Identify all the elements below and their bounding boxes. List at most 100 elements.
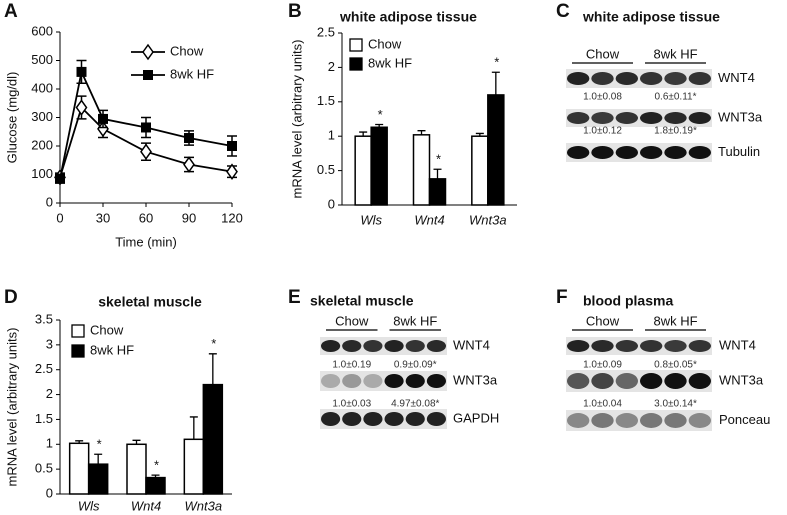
blot-band <box>640 373 663 389</box>
blot-band <box>363 374 383 388</box>
blot-band <box>567 72 590 85</box>
marker <box>142 43 154 61</box>
marker <box>143 70 153 80</box>
legend-label: Chow <box>90 322 124 337</box>
legend-label: 8wk HF <box>90 342 134 357</box>
marker <box>183 156 195 173</box>
panel-letter: B <box>288 1 302 22</box>
y-tick-label: 0 <box>328 196 335 211</box>
blot-band <box>426 374 446 388</box>
quantification: 4.97±0.08* <box>391 399 439 410</box>
blot-band <box>567 112 590 124</box>
quantification: 0.8±0.05* <box>654 360 697 371</box>
y-tick-label: 600 <box>31 23 53 38</box>
x-tick-label: 30 <box>96 210 110 225</box>
error-bar <box>94 453 103 465</box>
blot-band <box>615 340 638 352</box>
y-tick-label: 500 <box>31 52 53 67</box>
blot-band <box>591 112 614 124</box>
y-tick-label: 3 <box>46 336 53 351</box>
y-axis-label: mRNA level (arbitrary units) <box>289 40 304 199</box>
panel-title: blood plasma <box>583 293 673 309</box>
blot-band <box>426 412 446 426</box>
y-tick-label: 100 <box>31 166 53 181</box>
quantification: 1.0±0.12 <box>583 126 622 137</box>
y-tick-label: 0.5 <box>317 162 335 177</box>
group-label: Chow <box>335 313 369 328</box>
x-tick-label: Wls <box>78 498 100 513</box>
bar <box>370 126 388 206</box>
panel-letter: D <box>4 287 18 308</box>
blot-band <box>363 412 383 426</box>
row-label: WNT3a <box>453 372 498 387</box>
blot-band <box>405 340 425 352</box>
y-tick-label: 2.5 <box>317 24 335 39</box>
legend-swatch <box>71 324 85 338</box>
blot-band <box>640 72 663 85</box>
legend-label: Chow <box>368 36 402 51</box>
quantification: 1.8±0.19* <box>654 126 697 137</box>
legend-swatch <box>349 38 363 52</box>
blot-band <box>664 112 687 124</box>
significance-star: * <box>211 336 216 351</box>
bar <box>487 94 505 206</box>
blot-band <box>615 373 638 389</box>
blot-band <box>567 413 590 428</box>
blot-band <box>567 373 590 389</box>
blot-band <box>664 72 687 85</box>
blot-band <box>688 413 711 428</box>
y-tick-label: 0 <box>46 485 53 500</box>
group-label: 8wk HF <box>653 46 697 61</box>
blot-band <box>640 146 663 159</box>
row-label: Tubulin <box>718 144 760 159</box>
blot-band <box>384 340 404 352</box>
y-tick-label: 2 <box>46 386 53 401</box>
x-tick-label: 0 <box>56 210 63 225</box>
blot-band <box>426 340 446 352</box>
panel-letter: C <box>556 1 570 22</box>
blot-band <box>664 146 687 159</box>
panel-letter: E <box>288 287 301 308</box>
y-tick-label: 0.5 <box>35 461 53 476</box>
blot-band <box>321 374 341 388</box>
y-tick-label: 300 <box>31 109 53 124</box>
quantification: 0.6±0.11* <box>654 92 696 103</box>
marker <box>227 141 237 151</box>
y-tick-label: 1.5 <box>35 411 53 426</box>
quantification: 0.9±0.09* <box>394 360 437 371</box>
marker <box>98 113 108 124</box>
row-label: WNT3a <box>719 372 764 387</box>
legend-swatch <box>349 57 363 71</box>
blot-band <box>688 112 711 124</box>
x-tick-label: 90 <box>182 210 196 225</box>
significance-star: * <box>436 152 441 167</box>
bar <box>354 135 372 206</box>
marker <box>76 66 87 77</box>
blot-band <box>664 340 687 352</box>
blot-band <box>615 72 638 85</box>
bar <box>202 383 224 495</box>
significance-star: * <box>97 437 102 452</box>
marker <box>184 133 194 144</box>
marker <box>226 163 238 180</box>
blot-band <box>688 146 711 159</box>
blot-band <box>615 112 638 124</box>
x-axis-label: Time (min) <box>115 234 177 249</box>
row-label: Ponceau <box>719 412 770 427</box>
bar <box>471 135 489 206</box>
blot-band <box>688 72 711 85</box>
blot-band <box>342 374 362 388</box>
blot-band <box>664 413 687 428</box>
panel-title: white adipose tissue <box>339 9 477 25</box>
y-tick-label: 400 <box>31 80 53 95</box>
row-label: GAPDH <box>453 410 499 425</box>
bar <box>183 438 205 495</box>
marker <box>55 173 65 184</box>
bar <box>126 443 147 495</box>
group-label: 8wk HF <box>393 313 437 328</box>
blot-band <box>321 412 341 426</box>
blot-band <box>342 340 362 352</box>
bar <box>428 178 447 206</box>
y-tick-label: 1.5 <box>317 93 335 108</box>
